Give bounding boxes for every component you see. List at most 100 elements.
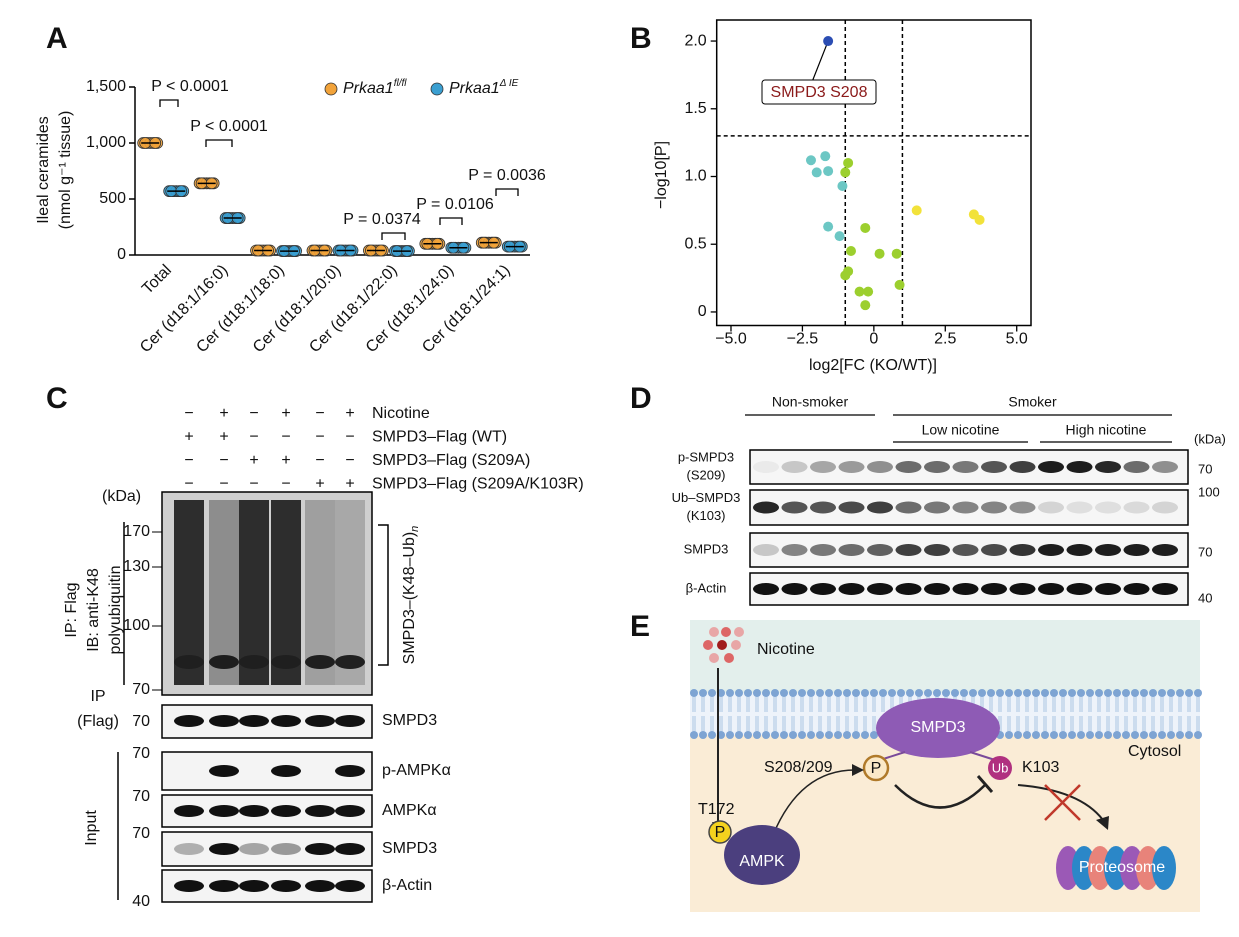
lipid-head	[735, 689, 743, 697]
lipid-tail	[881, 697, 885, 731]
blot-smear	[305, 500, 335, 685]
lipid-tail	[1079, 697, 1083, 731]
blot-band	[1038, 501, 1064, 514]
bracket-sub: n	[409, 526, 421, 532]
blot-band	[1038, 461, 1064, 473]
condition-sign: −	[249, 405, 258, 422]
lipid-head	[1122, 731, 1130, 739]
lipid-head	[1167, 731, 1175, 739]
scatter-point	[823, 36, 834, 47]
legend-marker	[324, 82, 338, 96]
lipid-head	[960, 689, 968, 697]
lipid-head	[708, 689, 716, 697]
lipid-tail	[719, 697, 723, 731]
p-value: P < 0.0001	[190, 118, 268, 135]
panel-label: D	[630, 382, 652, 415]
lipid-head	[753, 731, 761, 739]
lipid-head	[1050, 731, 1058, 739]
lipid-tail	[1151, 697, 1155, 731]
lipid-head	[1086, 731, 1094, 739]
blot-band	[981, 501, 1007, 514]
blot-band	[810, 544, 836, 556]
lipid-tail	[791, 697, 795, 731]
scatter-point	[911, 205, 922, 216]
condition-label: SMPD3–Flag (S209A)	[372, 452, 530, 469]
blot-band	[1123, 544, 1150, 556]
lipid-tail	[1061, 697, 1065, 731]
blot-band	[174, 880, 204, 892]
blot-band	[305, 880, 335, 892]
kda-header: (kDa)	[1194, 431, 1226, 446]
ip-label: IP: Flag	[63, 582, 80, 637]
condition-label: SMPD3–Flag (S209A/K103R)	[372, 476, 584, 493]
lipid-tail	[746, 697, 750, 731]
lipid-head	[897, 689, 905, 697]
kda-header: (kDa)	[102, 488, 141, 505]
lipid-tail	[1178, 697, 1182, 731]
legend-sup: fl/fl	[394, 78, 408, 89]
label: SMPD3	[910, 719, 965, 736]
legend-marker	[430, 82, 444, 96]
lipid-head	[834, 689, 842, 697]
lipid-head	[1104, 731, 1112, 739]
label: T172	[698, 801, 735, 818]
lipid-head	[753, 689, 761, 697]
nicotine-dot	[717, 640, 727, 650]
condition-sign: −	[219, 476, 228, 493]
blot-band	[305, 655, 335, 669]
lipid-head	[942, 689, 950, 697]
row-label: SMPD3	[382, 712, 437, 729]
lipid-head	[1077, 689, 1085, 697]
blot-band	[1066, 583, 1093, 595]
lipid-head	[1014, 689, 1022, 697]
blot-band	[1152, 544, 1178, 556]
lipid-head	[951, 689, 959, 697]
lipid-head	[789, 731, 797, 739]
condition-sign: +	[219, 405, 228, 422]
condition-sign: +	[315, 476, 324, 493]
blot-band	[239, 880, 269, 892]
nicotine-dot	[709, 627, 719, 637]
lipid-head	[969, 689, 977, 697]
y-tick-label: 1,500	[86, 78, 126, 95]
lipid-head	[690, 731, 698, 739]
y-tick-label: 0.5	[684, 235, 706, 252]
lipid-tail	[827, 697, 831, 731]
blot-band	[895, 461, 922, 473]
phospho	[862, 754, 890, 782]
lipid-tail	[1070, 697, 1074, 731]
lipid-tail	[692, 697, 696, 731]
lipid-head	[744, 689, 752, 697]
blot-band	[952, 544, 979, 556]
scatter-point	[805, 155, 816, 166]
lipid-tail	[1097, 697, 1101, 731]
blot-band	[335, 715, 365, 727]
kda-marker: 40	[132, 893, 150, 910]
lipid-head	[870, 689, 878, 697]
condition-sign: −	[249, 476, 258, 493]
blot-band	[239, 715, 269, 727]
blot-band	[305, 843, 335, 855]
blot-band	[335, 880, 365, 892]
blot-band	[1038, 544, 1064, 556]
input-label: Input	[83, 810, 100, 846]
blot-band	[174, 655, 204, 669]
blot-band	[867, 583, 893, 595]
blot-band	[895, 544, 922, 556]
kda-marker: 70	[132, 825, 150, 842]
subgroup-label: High nicotine	[1066, 422, 1147, 438]
lipid-head	[987, 689, 995, 697]
blot-band	[271, 765, 301, 777]
lipid-tail	[1007, 697, 1011, 731]
nicotine-dot	[724, 653, 734, 663]
blot-band	[924, 501, 950, 514]
kda-marker: 170	[123, 523, 150, 540]
lipid-head	[1185, 689, 1193, 697]
ip-flag: (Flag)	[77, 713, 119, 730]
lipid-head	[834, 731, 842, 739]
lipid-head	[1104, 689, 1112, 697]
lipid-head	[870, 731, 878, 739]
lipid-tail	[1196, 697, 1200, 731]
label: K103	[1022, 759, 1059, 776]
